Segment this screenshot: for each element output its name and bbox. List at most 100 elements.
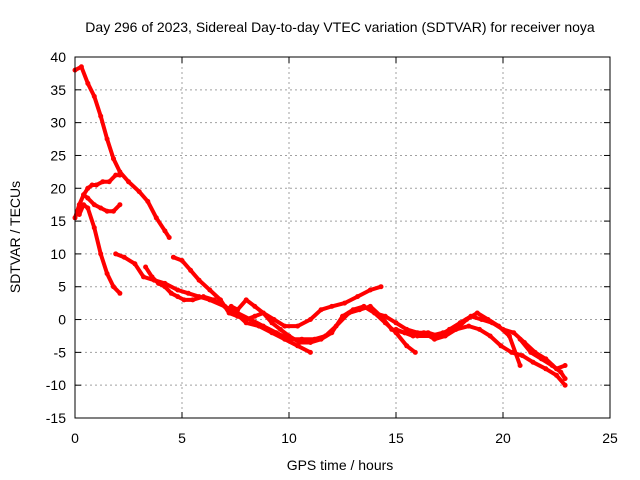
data-point — [496, 323, 502, 329]
y-tick-label: 10 — [50, 246, 66, 262]
data-point — [126, 179, 131, 185]
data-point — [269, 330, 275, 336]
data-point — [340, 313, 345, 319]
data-point — [329, 303, 335, 309]
data-point — [181, 297, 187, 303]
data-point — [350, 307, 356, 313]
data-point — [402, 330, 408, 336]
data-point — [170, 254, 176, 260]
data-point — [117, 290, 123, 296]
data-point — [528, 349, 534, 355]
data-point — [98, 251, 104, 257]
y-tick-label: 30 — [50, 115, 66, 131]
data-point — [136, 189, 142, 195]
data-point — [355, 294, 360, 300]
y-tick-label: 35 — [50, 82, 66, 98]
data-point — [286, 333, 292, 339]
data-point — [421, 330, 427, 336]
data-point — [464, 317, 470, 322]
data-point — [85, 80, 91, 86]
data-point — [474, 310, 480, 316]
data-point — [329, 330, 335, 336]
data-point — [485, 317, 491, 322]
data-point — [156, 280, 161, 286]
data-point — [554, 372, 559, 378]
data-point — [243, 317, 249, 322]
data-point — [549, 363, 555, 368]
data-point — [487, 333, 493, 339]
data-point — [81, 202, 87, 208]
data-point — [307, 349, 313, 355]
data-point — [543, 366, 549, 372]
data-point — [117, 202, 123, 208]
data-point — [318, 336, 324, 342]
data-point — [243, 297, 249, 303]
plot-frame — [74, 56, 611, 419]
data-point — [207, 287, 213, 293]
data-point — [93, 182, 99, 188]
data-point — [539, 356, 544, 362]
data-point — [196, 277, 202, 283]
data-point — [85, 195, 91, 201]
data-point — [76, 212, 82, 217]
data-point — [162, 284, 168, 290]
series-layer — [72, 64, 568, 388]
data-point — [143, 264, 149, 270]
data-point — [282, 323, 288, 329]
data-point — [179, 258, 185, 263]
data-point — [188, 267, 194, 273]
data-point — [228, 303, 234, 309]
data-point — [200, 294, 206, 300]
data-point — [277, 326, 283, 332]
data-point — [382, 320, 388, 326]
data-point — [235, 307, 241, 313]
data-point — [89, 182, 95, 188]
data-point — [410, 333, 416, 339]
x-tick-label: 25 — [602, 430, 618, 446]
data-point — [252, 313, 258, 319]
y-tick-label: 15 — [50, 213, 66, 229]
chart-title: Day 296 of 2023, Sidereal Day-to-day VTE… — [85, 19, 595, 35]
data-point — [235, 313, 241, 319]
data-point — [85, 205, 91, 211]
x-tick-label: 15 — [388, 430, 404, 446]
data-point — [175, 287, 181, 293]
data-point — [252, 303, 258, 309]
data-point — [412, 349, 418, 355]
data-point — [562, 376, 568, 382]
data-point — [141, 274, 146, 280]
data-point — [307, 317, 313, 322]
data-point — [295, 323, 301, 329]
x-tick-label: 10 — [281, 430, 297, 446]
data-point — [85, 185, 91, 191]
data-point — [562, 363, 568, 368]
data-point — [81, 192, 87, 198]
data-point — [367, 287, 373, 293]
series-line-track-7 — [171, 255, 383, 329]
data-point — [506, 333, 512, 339]
y-tick-label: 20 — [50, 180, 66, 196]
data-point — [185, 290, 191, 296]
data-point — [393, 326, 399, 332]
y-tick-label: 0 — [58, 312, 66, 328]
data-point — [218, 297, 223, 303]
data-point — [106, 179, 112, 185]
data-point — [100, 179, 106, 185]
data-point — [113, 251, 119, 257]
x-axis-label: GPS time / hours — [287, 457, 394, 473]
data-point — [175, 294, 181, 300]
data-point — [132, 261, 138, 267]
x-tick-label: 20 — [495, 430, 511, 446]
data-point — [318, 307, 324, 313]
data-point — [78, 64, 84, 70]
x-tick-label: 0 — [71, 430, 79, 446]
series-line-track-10 — [394, 311, 523, 368]
series-line-track-4 — [77, 202, 122, 296]
y-tick-label: -5 — [54, 344, 67, 360]
data-point — [91, 93, 97, 99]
data-point — [530, 359, 536, 365]
data-point — [98, 113, 104, 119]
data-point — [121, 254, 127, 260]
tick-layer: 0 5 10 15 20 25 -15 -10 -5 0 5 10 15 20 25 30 35 40 — [46, 49, 618, 446]
data-point — [442, 333, 448, 339]
